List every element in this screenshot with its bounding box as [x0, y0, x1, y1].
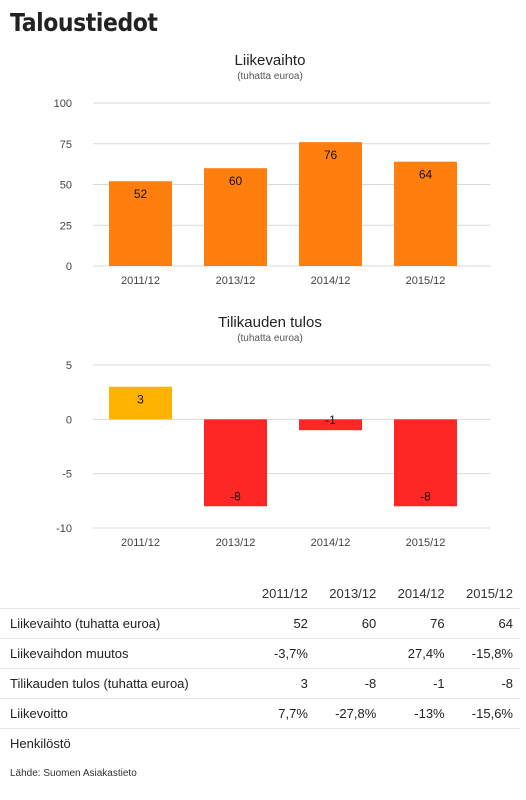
table-cell: -3,7%: [247, 638, 315, 669]
table-header-cell: 2014/12: [383, 578, 452, 609]
revenue-plot-area: 0 25 50 75 100 52 2011/12 60 2013/12 76 2014/12 64 2…: [54, 98, 490, 287]
bar: [394, 419, 457, 507]
row-label: Liikevaihto (tuhatta euroa): [0, 608, 248, 639]
bar: [204, 419, 267, 507]
row-label: Tilikauden tulos (tuhatta euroa): [0, 668, 248, 699]
data-label: 76: [324, 148, 338, 162]
source-note: Lähde: Suomen Asiakastieto: [10, 768, 137, 779]
table-row: Tilikauden tulos (tuhatta euroa) 3 -8 -1…: [0, 668, 520, 699]
table-cell: 7,7%: [247, 698, 315, 729]
row-label: Liikevoitto: [0, 698, 248, 729]
table-header-cell: [0, 578, 248, 609]
row-label: Liikevaihdon muutos: [0, 638, 248, 669]
row-label: Henkilöstö: [10, 736, 71, 751]
page-title: Taloustiedot: [10, 8, 158, 37]
data-label: 60: [229, 174, 243, 188]
y-tick-label: -10: [56, 523, 72, 535]
profit-chart: Tilikauden tulos (tuhatta euroa) -10 -5 0 5…: [56, 314, 490, 549]
table-cell: -8: [314, 668, 384, 699]
bar: [109, 181, 172, 266]
bar: [109, 386, 172, 420]
x-tick-label: 2015/12: [406, 537, 446, 549]
y-tick-label: 25: [60, 220, 72, 232]
table-cell: -15,8%: [451, 638, 520, 669]
y-tick-label: 50: [60, 180, 72, 192]
table-cell: 76: [383, 608, 452, 639]
table-cell: [452, 729, 520, 759]
profit-plot-area: -10 -5 0 5 3 2011/12 -8 2013/12 -1 2014/12 -8 2015/…: [56, 360, 490, 549]
table-row: Henkilöstö: [0, 729, 520, 759]
table-cell: 52: [247, 608, 315, 639]
data-label: -8: [230, 489, 241, 503]
table-row: Liikevaihdon muutos -3,7% 27,4% -15,8%: [0, 638, 520, 669]
table-cell: 64: [451, 608, 520, 639]
x-tick-label: 2015/12: [406, 275, 446, 287]
table-header-row: 2011/12 2013/12 2014/12 2015/12: [0, 578, 520, 609]
table-header-cell: 2011/12: [247, 578, 315, 609]
bar: [299, 142, 362, 266]
table-row: Liikevaihto (tuhatta euroa) 52 60 76 64: [0, 608, 520, 639]
data-label: 52: [134, 187, 148, 201]
x-tick-label: 2011/12: [121, 537, 160, 549]
y-tick-label: 0: [66, 261, 72, 273]
data-label: -8: [420, 489, 431, 503]
table-cell: [383, 729, 451, 759]
table-cell: [315, 729, 383, 759]
table-cell: [248, 729, 315, 759]
chart-subtitle: (tuhatta euroa): [237, 333, 303, 344]
table-cell: 3: [247, 668, 315, 699]
table-cell: 27,4%: [383, 638, 452, 669]
table-cell: 60: [314, 608, 384, 639]
table-cell: [314, 638, 384, 669]
table-cell: -15,6%: [451, 698, 520, 729]
revenue-chart: Liikevaihto (tuhatta euroa) 0 25 50 75 100 52…: [54, 52, 490, 287]
x-tick-label: 2013/12: [216, 275, 256, 287]
chart-title: Tilikauden tulos: [218, 314, 322, 331]
x-tick-label: 2014/12: [311, 275, 351, 287]
y-tick-label: 0: [66, 414, 72, 426]
x-tick-label: 2014/12: [311, 537, 351, 549]
table-cell: -1: [383, 668, 452, 699]
financial-table: 2011/12 2013/12 2014/12 2015/12 Liikevai…: [0, 578, 520, 758]
bar: [299, 419, 362, 431]
data-label: 64: [419, 168, 433, 182]
y-tick-label: 5: [66, 360, 72, 372]
table-cell: -27,8%: [314, 698, 384, 729]
chart-subtitle: (tuhatta euroa): [237, 71, 303, 82]
data-label: 3: [137, 393, 144, 407]
bar: [394, 161, 457, 266]
table-cell: -13%: [383, 698, 452, 729]
bar: [204, 168, 267, 266]
y-tick-label: 75: [60, 139, 72, 151]
table-cell: -8: [451, 668, 520, 699]
table-row: Liikevoitto 7,7% -27,8% -13% -15,6%: [0, 698, 520, 729]
table-header-cell: 2015/12: [451, 578, 520, 609]
x-tick-label: 2011/12: [121, 275, 160, 287]
table-header-cell: 2013/12: [314, 578, 384, 609]
chart-title: Liikevaihto: [235, 52, 306, 69]
y-tick-label: -5: [62, 469, 72, 481]
data-label: -1: [325, 413, 336, 427]
x-tick-label: 2013/12: [216, 537, 256, 549]
y-tick-label: 100: [54, 98, 72, 110]
